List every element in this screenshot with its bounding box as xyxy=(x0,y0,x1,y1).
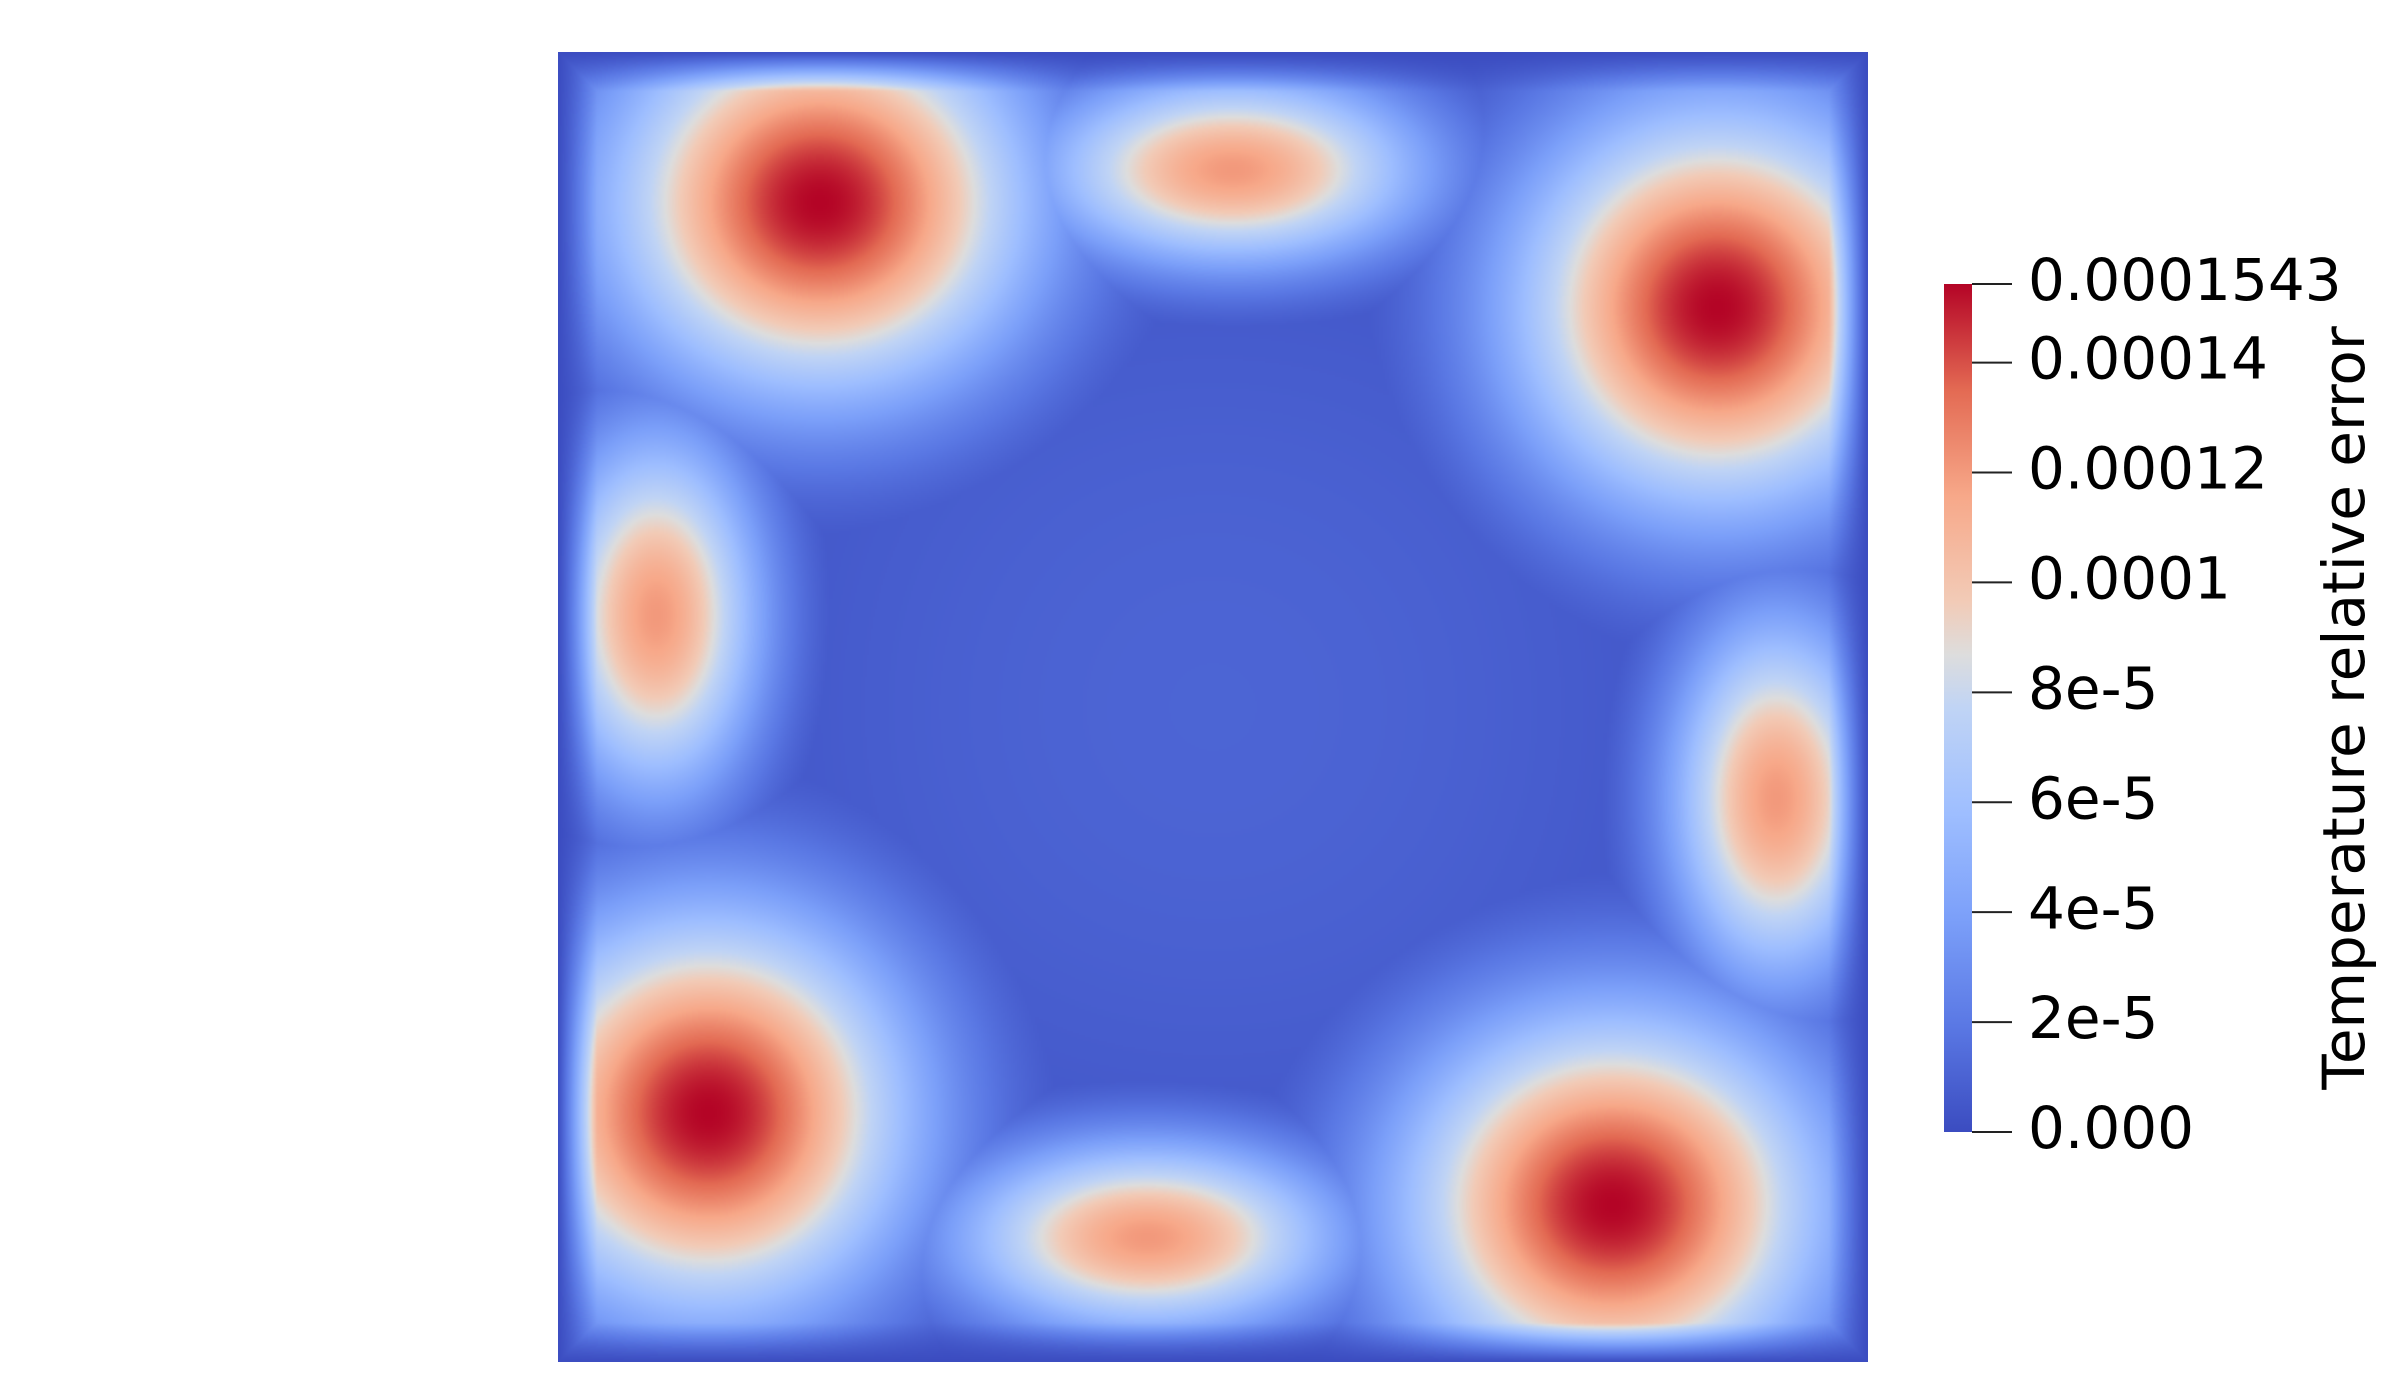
colorbar-tick-label: 0.0001 xyxy=(2028,545,2231,613)
colorbar-tick-label: 8e-5 xyxy=(2028,654,2158,722)
colorbar-legend: 0.000 2e-5 4e-5 6e-5 8e-5 0.0001 0.00012 0.0001… xyxy=(1944,246,2378,1162)
temperature-error-field xyxy=(558,52,1868,1362)
colorbar-tick-label: 0.000 xyxy=(2028,1094,2194,1162)
colorbar-tick-label: 0.0001543 xyxy=(2028,246,2342,314)
colorbar-tick-label: 2e-5 xyxy=(2028,984,2158,1052)
colorbar-title: Temperature relative error xyxy=(2310,326,2378,1091)
colorbar-ticks: 0.000 2e-5 4e-5 6e-5 8e-5 0.0001 0.00012 0.0001… xyxy=(1972,246,2342,1162)
colorbar-tick-label: 0.00014 xyxy=(2028,325,2268,393)
colorbar-tick-label: 4e-5 xyxy=(2028,874,2158,942)
heatmap-plot xyxy=(558,52,1868,1362)
colorbar-gradient xyxy=(1944,284,1972,1132)
colorbar-tick-label: 6e-5 xyxy=(2028,764,2158,832)
colorbar-tick-label: 0.00012 xyxy=(2028,435,2268,503)
